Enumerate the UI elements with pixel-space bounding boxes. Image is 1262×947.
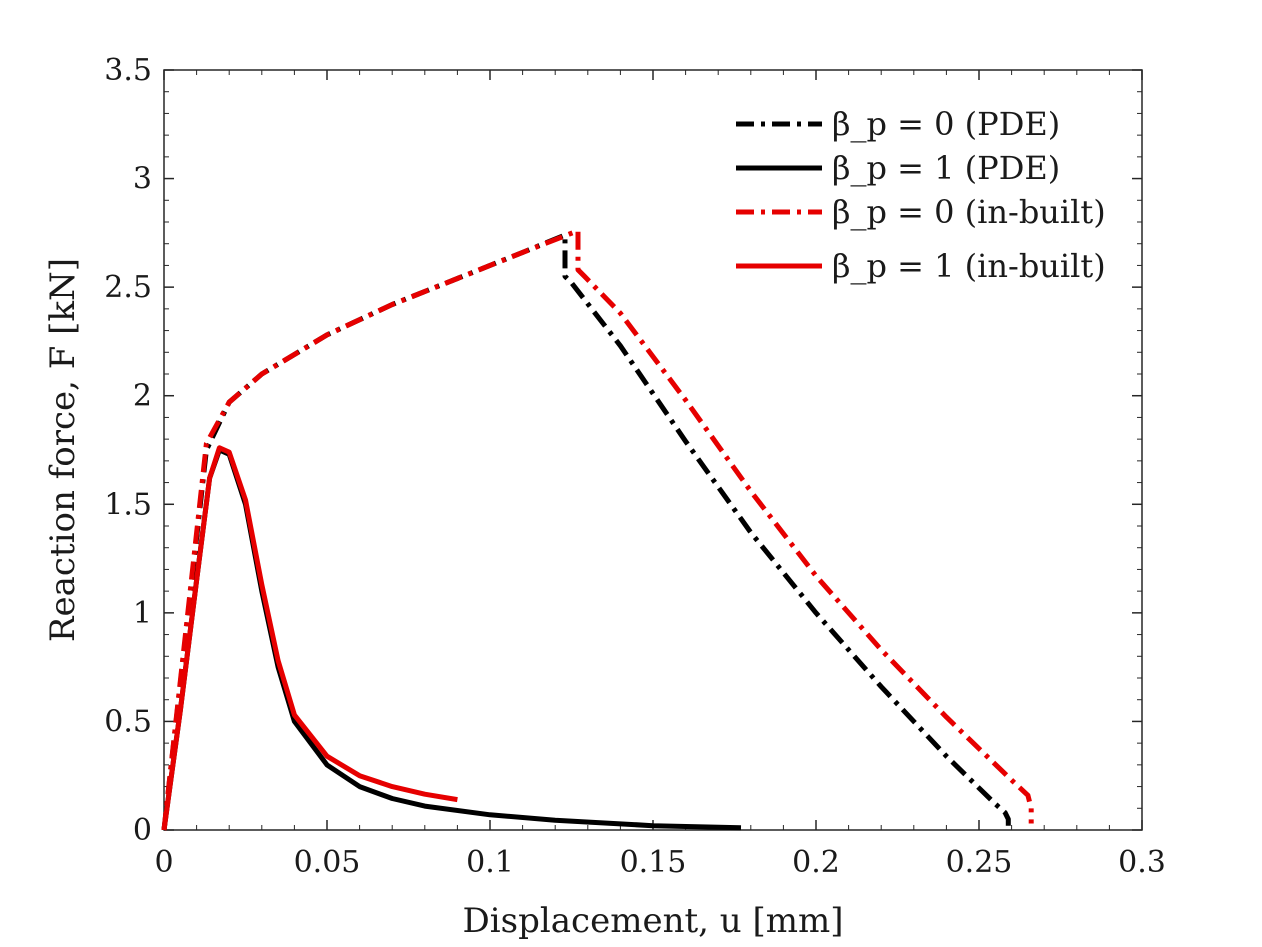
y-tick-label: 2.5	[104, 270, 152, 305]
x-tick-label: 0.15	[620, 845, 687, 880]
y-tick-label: 0.5	[104, 704, 152, 739]
y-tick-label: 1.5	[104, 487, 152, 522]
y-tick-label: 1	[133, 596, 152, 631]
x-tick-label: 0.3	[1118, 845, 1166, 880]
x-tick-label: 0.1	[466, 845, 514, 880]
legend-label-3: β_p = 0 (in-built)	[832, 193, 1106, 231]
y-axis-label: Reaction force, F [kN]	[43, 258, 83, 642]
y-tick-label: 0	[133, 813, 152, 848]
series-line-3	[161, 228, 1034, 831]
series-line-1	[161, 232, 1011, 831]
legend-label-1: β_p = 0 (PDE)	[832, 105, 1060, 143]
legend-label-2: β_p = 1 (PDE)	[832, 149, 1060, 187]
y-tick-label: 3.5	[104, 53, 152, 88]
legend: β_p = 0 (PDE) β_p = 1 (PDE) β_p = 0 (in-bu…	[736, 105, 1106, 285]
legend-label-4: β_p = 1 (in-built)	[832, 247, 1106, 285]
x-tick-label: 0.05	[294, 845, 361, 880]
plot-area	[163, 69, 1143, 831]
y-tick-label: 2	[133, 379, 152, 414]
axis-ticks: 0 0.05 0.1 0.15 0.2 0.25 0.3 0 0.5 1 1.5 2 2.5 3 3.5	[104, 53, 1166, 880]
x-tick-label: 0	[154, 845, 173, 880]
x-axis-label: Displacement, u [mm]	[463, 901, 844, 941]
series-layer	[161, 228, 1034, 831]
series-line-4	[161, 445, 458, 831]
y-tick-label: 3	[133, 162, 152, 197]
x-tick-label: 0.2	[792, 845, 840, 880]
x-tick-label: 0.25	[946, 845, 1013, 880]
